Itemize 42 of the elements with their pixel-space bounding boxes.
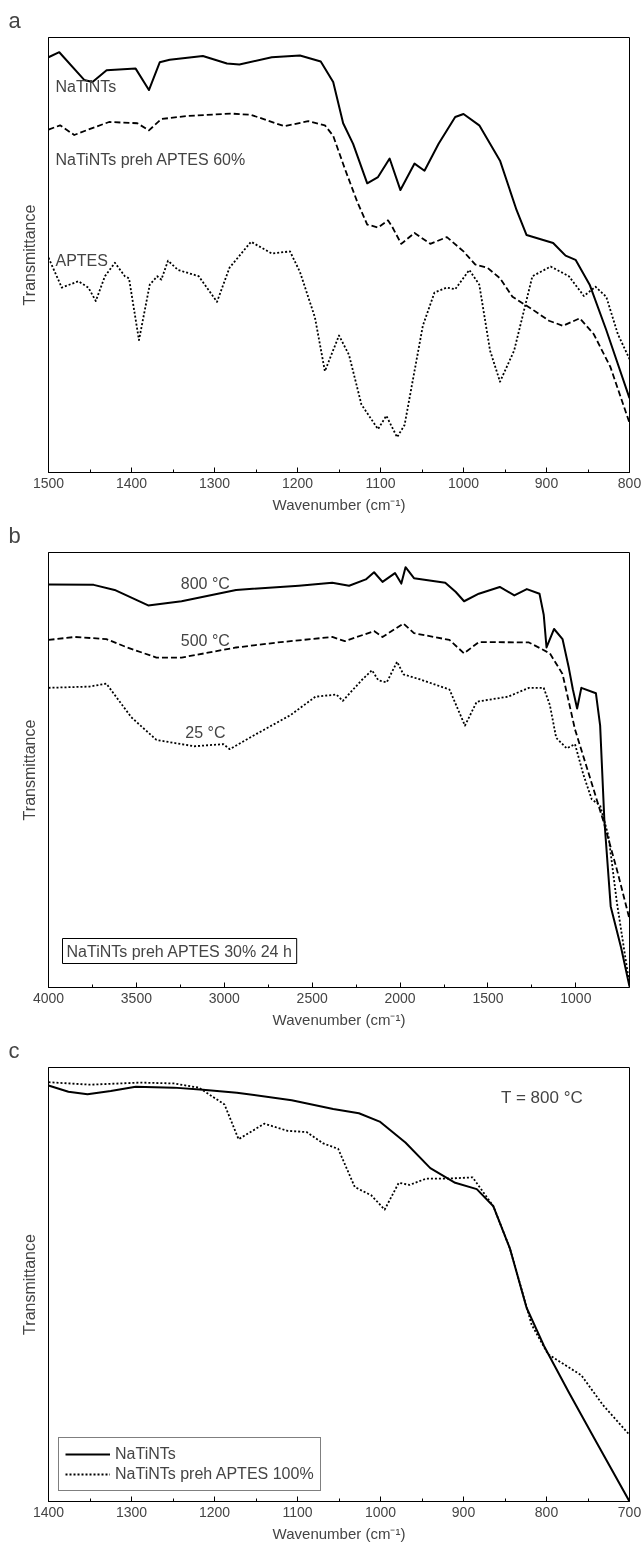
x-tick-label: 1000 (560, 989, 592, 1006)
x-tick-label: 900 (451, 1503, 476, 1520)
series-label: 800 °C (180, 575, 230, 593)
y-axis-title: Transmittance (20, 1234, 38, 1335)
annotation: NaTiNTs preh APTES 30% 24 h (66, 942, 292, 960)
x-tick-label: 2500 (296, 989, 328, 1006)
annotation: T = 800 °C (501, 1088, 583, 1108)
x-tick-label: 1100 (282, 1503, 313, 1520)
x-tick-label: 1300 (198, 474, 231, 491)
x-tick-label: 1200 (198, 1503, 231, 1520)
legend-label: NaTiNTs preh APTES 100% (115, 1465, 314, 1483)
x-tick-label: 1400 (115, 474, 148, 491)
x-axis-title: Wavenumber (cm⁻¹) (272, 495, 406, 513)
series-label: NaTiNTs preh APTES 60% (55, 151, 246, 169)
y-axis-title: Transmittance (20, 204, 38, 306)
x-tick-label: 3000 (208, 989, 241, 1006)
x-tick-label: 1200 (281, 474, 314, 491)
x-tick-label: 3500 (120, 989, 153, 1006)
x-tick-label: 1400 (32, 1503, 65, 1520)
x-tick-label: 2000 (384, 989, 416, 1006)
x-tick-label: 1500 (32, 474, 65, 491)
x-axis-title: Wavenumber (cm⁻¹) (272, 1524, 406, 1542)
series-label: 25 °C (185, 724, 226, 742)
series-label: APTES (55, 252, 108, 270)
legend-label: NaTiNTs (115, 1445, 176, 1463)
x-tick-label: 1500 (472, 989, 504, 1006)
x-tick-label: 1300 (115, 1503, 148, 1520)
x-tick-label: 800 (534, 1503, 559, 1520)
chart-title: a (8, 7, 22, 33)
x-tick-label: 800 (617, 474, 642, 491)
x-tick-label: 1100 (365, 474, 396, 491)
x-tick-label: 900 (534, 474, 559, 491)
chart-title: b (8, 522, 21, 548)
x-tick-label: 700 (617, 1503, 642, 1520)
y-axis-title: Transmittance (20, 719, 38, 821)
x-tick-label: 4000 (32, 989, 65, 1006)
series-label: 500 °C (180, 632, 230, 650)
x-tick-label: 1000 (447, 474, 480, 491)
series-label: NaTiNTs (55, 77, 117, 95)
x-tick-label: 1000 (364, 1503, 397, 1520)
chart-title: c (8, 1037, 20, 1063)
x-axis-title: Wavenumber (cm⁻¹) (272, 1010, 406, 1028)
